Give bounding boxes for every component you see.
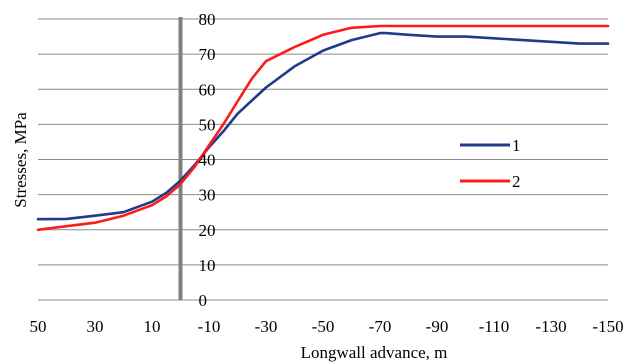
x-tick-labels: 50 30 10 -10 -30 -50 -70 -90 -110 -130 -150	[30, 317, 624, 336]
y-tick-label: 40	[199, 151, 216, 170]
y-tick-label: 0	[199, 291, 208, 310]
grid-lines	[38, 18, 608, 301]
legend-label-2: 2	[512, 172, 521, 191]
y-tick-labels: 0 10 20 30 70 80 40 50 60	[199, 10, 216, 310]
series-line-1	[36, 31, 610, 221]
y-tick-label: 30	[199, 186, 216, 205]
y-tick-label: 80	[199, 10, 216, 29]
x-tick-label: -110	[479, 317, 510, 336]
series-line-2	[36, 24, 610, 232]
x-tick-label: -30	[255, 317, 278, 336]
x-tick-label: 30	[87, 317, 104, 336]
x-axis-label: Longwall advance, m	[301, 343, 448, 362]
x-tick-label: -90	[426, 317, 449, 336]
x-tick-label: 50	[30, 317, 47, 336]
legend: 12	[460, 136, 521, 191]
legend-label-1: 1	[512, 136, 521, 155]
x-tick-label: -50	[312, 317, 335, 336]
y-tick-label: 60	[199, 80, 216, 99]
y-tick-label: 70	[199, 45, 216, 64]
x-tick-label: -150	[592, 317, 623, 336]
x-tick-label: -130	[535, 317, 566, 336]
y-tick-label: 20	[199, 221, 216, 240]
y-axis-label: Stresses, MPa	[11, 112, 30, 208]
x-tick-label: -70	[369, 317, 392, 336]
x-tick-label: 10	[144, 317, 161, 336]
x-tick-label: -10	[198, 317, 221, 336]
y-tick-label: 50	[199, 115, 216, 134]
series-layer	[36, 24, 610, 232]
y-tick-label: 10	[199, 256, 216, 275]
